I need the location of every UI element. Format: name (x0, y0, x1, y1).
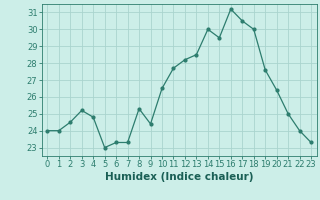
X-axis label: Humidex (Indice chaleur): Humidex (Indice chaleur) (105, 172, 253, 182)
